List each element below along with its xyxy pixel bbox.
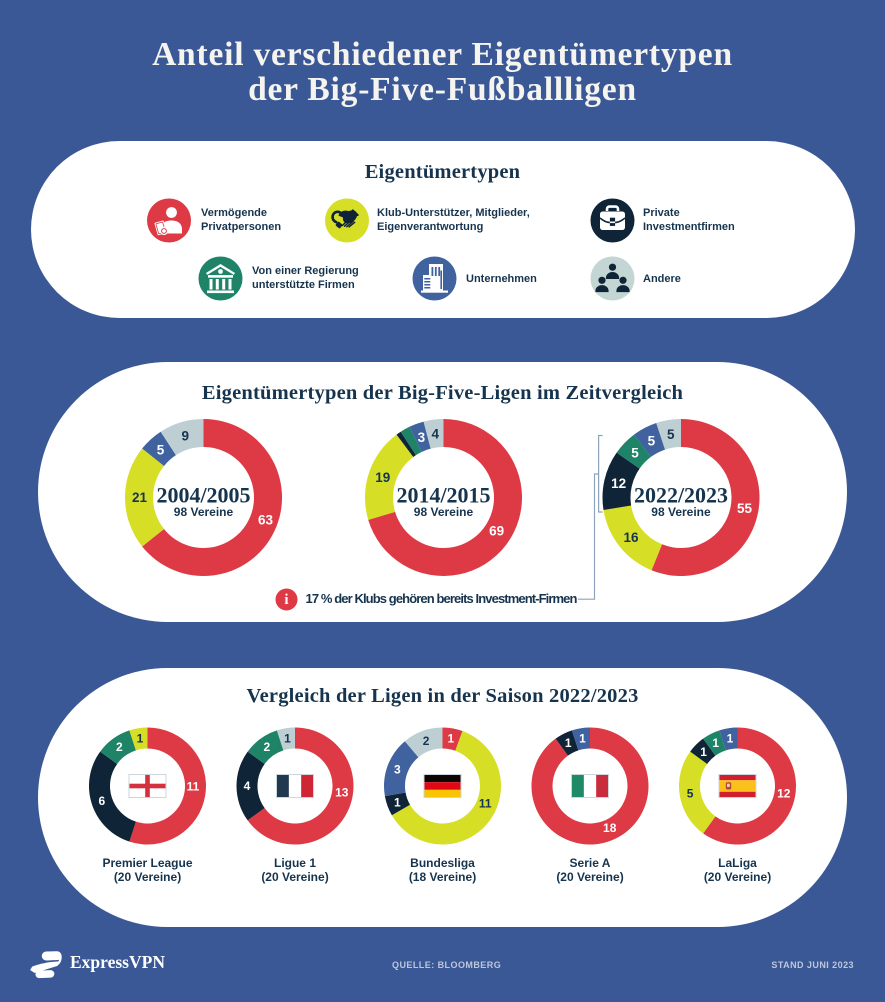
svg-text:21: 21 xyxy=(132,490,148,505)
svg-text:i: i xyxy=(284,592,288,608)
svg-text:55: 55 xyxy=(737,501,753,516)
svg-text:13: 13 xyxy=(335,786,349,800)
svg-text:1: 1 xyxy=(137,732,144,746)
svg-text:1: 1 xyxy=(394,795,401,809)
svg-text:12: 12 xyxy=(777,786,791,800)
svg-text:6: 6 xyxy=(98,794,105,808)
svg-text:4: 4 xyxy=(244,779,251,793)
svg-text:98 Vereine: 98 Vereine xyxy=(651,505,711,519)
svg-text:5: 5 xyxy=(667,427,675,442)
svg-text:1: 1 xyxy=(579,732,586,746)
svg-text:5: 5 xyxy=(648,433,656,448)
svg-text:18: 18 xyxy=(603,821,617,835)
svg-text:69: 69 xyxy=(489,524,504,539)
svg-text:1: 1 xyxy=(712,736,719,750)
svg-text:4: 4 xyxy=(432,427,440,442)
svg-text:98 Vereine: 98 Vereine xyxy=(174,505,234,519)
svg-text:16: 16 xyxy=(623,530,639,545)
svg-text:1: 1 xyxy=(700,745,707,759)
svg-text:98 Vereine: 98 Vereine xyxy=(414,505,474,519)
svg-text:3: 3 xyxy=(394,763,401,777)
svg-text:5: 5 xyxy=(157,443,165,458)
svg-text:63: 63 xyxy=(258,512,274,527)
svg-text:2022/2023: 2022/2023 xyxy=(634,483,728,508)
svg-text:3: 3 xyxy=(418,430,426,445)
svg-text:12: 12 xyxy=(611,476,626,491)
svg-text:5: 5 xyxy=(631,446,639,461)
svg-text:2: 2 xyxy=(423,734,430,748)
svg-text:1: 1 xyxy=(565,736,572,750)
svg-text:9: 9 xyxy=(182,429,190,444)
svg-text:2004/2005: 2004/2005 xyxy=(156,483,250,508)
svg-text:1: 1 xyxy=(727,732,734,746)
svg-text:2: 2 xyxy=(116,740,123,754)
svg-text:1: 1 xyxy=(284,732,291,746)
svg-text:11: 11 xyxy=(187,780,200,794)
svg-text:2014/2015: 2014/2015 xyxy=(396,483,490,508)
svg-text:11: 11 xyxy=(479,797,492,811)
svg-text:2: 2 xyxy=(263,740,270,754)
svg-text:1: 1 xyxy=(447,732,454,746)
svg-text:19: 19 xyxy=(375,470,390,485)
svg-text:5: 5 xyxy=(687,787,694,801)
